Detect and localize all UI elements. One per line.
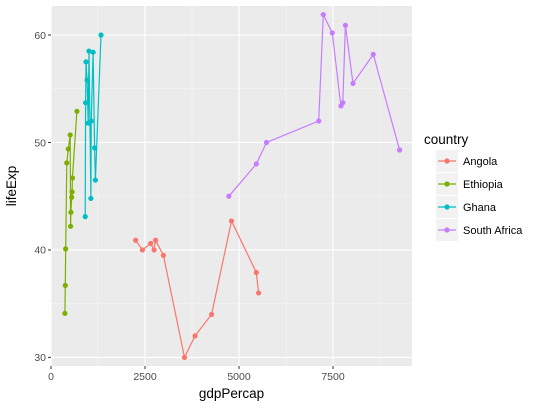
legend-items: Angola Ethiopia Ghana South Africa — [436, 150, 523, 241]
data-point-ghana — [88, 118, 94, 124]
legend-item-ethiopia: Ethiopia — [436, 173, 504, 195]
data-point-ghana — [98, 32, 104, 38]
y-tick-label: 50 — [34, 137, 46, 149]
legend-key-point — [444, 181, 450, 187]
x-tick-label: 0 — [48, 371, 54, 383]
data-point-angola — [152, 237, 159, 243]
data-point-ghana — [82, 100, 89, 106]
data-point-ethiopia — [64, 160, 70, 166]
data-point-south-africa — [316, 118, 322, 124]
data-point-ethiopia — [69, 175, 76, 181]
y-axis-ticks: 30 40 50 60 — [34, 30, 51, 364]
data-point-ethiopia — [65, 146, 71, 152]
data-point-ghana — [90, 49, 96, 55]
series-line-south-africa — [228, 14, 401, 197]
data-point-angola — [253, 269, 259, 276]
data-point-ethiopia — [67, 132, 73, 138]
legend-key-point — [444, 158, 450, 164]
data-point-south-africa — [263, 139, 270, 146]
y-axis-title: lifeExp — [4, 166, 19, 207]
data-point-ghana — [92, 145, 98, 151]
legend-label: Ghana — [463, 202, 497, 214]
data-point-angola — [148, 240, 154, 247]
legend-label: Angola — [463, 156, 498, 168]
legend-label: South Africa — [463, 225, 523, 237]
data-point-angola — [255, 290, 262, 296]
data-point-south-africa — [320, 11, 326, 18]
legend: country Angola Ethiopia Ghana South Africa — [424, 132, 523, 241]
data-point-angola — [133, 237, 139, 243]
legend-label: Ethiopia — [463, 179, 504, 191]
legend-item-ghana: Ghana — [436, 196, 497, 218]
data-point-ghana — [92, 177, 98, 183]
series-layer — [62, 11, 403, 361]
data-point-angola — [208, 311, 215, 318]
data-point-south-africa — [226, 193, 232, 199]
y-tick-label: 60 — [34, 30, 46, 42]
legend-key-point — [444, 204, 450, 210]
data-point-ethiopia — [74, 108, 80, 114]
data-point-ghana — [83, 59, 89, 65]
data-point-south-africa — [370, 51, 376, 57]
data-point-angola — [192, 333, 198, 339]
legend-key-point — [444, 227, 450, 233]
data-point-angola — [181, 354, 188, 361]
y-tick-label: 30 — [34, 352, 46, 364]
data-point-ethiopia — [63, 246, 69, 252]
x-axis-title: gdpPercap — [199, 386, 264, 401]
data-point-south-africa — [329, 30, 335, 36]
x-tick-label: 5000 — [227, 371, 251, 383]
plot-panel — [51, 6, 412, 366]
data-point-ghana — [88, 195, 94, 201]
data-point-ethiopia — [62, 282, 68, 289]
data-point-ethiopia — [62, 310, 68, 316]
data-point-ethiopia — [68, 209, 74, 215]
series-ghana — [82, 32, 104, 220]
x-tick-label: 7500 — [321, 371, 345, 383]
minor-gridlines — [51, 6, 412, 366]
data-point-ghana — [84, 77, 90, 83]
data-point-ethiopia — [67, 223, 74, 229]
data-point-ethiopia — [69, 194, 75, 200]
data-point-angola — [139, 247, 145, 253]
series-angola — [133, 218, 262, 361]
major-gridlines — [50, 6, 412, 366]
data-point-angola — [151, 247, 157, 253]
data-point-angola — [160, 252, 167, 258]
data-point-ghana — [82, 214, 88, 220]
data-point-ethiopia — [69, 189, 75, 195]
data-point-south-africa — [342, 22, 349, 28]
data-point-south-africa — [253, 161, 259, 167]
x-axis-ticks: 0 2500 5000 7500 — [48, 366, 345, 383]
y-tick-label: 40 — [34, 245, 46, 257]
data-point-south-africa — [340, 100, 346, 106]
x-tick-label: 2500 — [133, 371, 157, 383]
data-point-ghana — [86, 48, 92, 54]
series-south-africa — [226, 11, 403, 199]
legend-item-south-africa: South Africa — [436, 219, 523, 241]
data-point-angola — [228, 218, 235, 224]
data-point-south-africa — [396, 147, 403, 153]
legend-title: country — [424, 132, 469, 147]
legend-item-angola: Angola — [436, 150, 498, 172]
series-ethiopia — [62, 108, 80, 316]
data-point-south-africa — [350, 80, 356, 86]
